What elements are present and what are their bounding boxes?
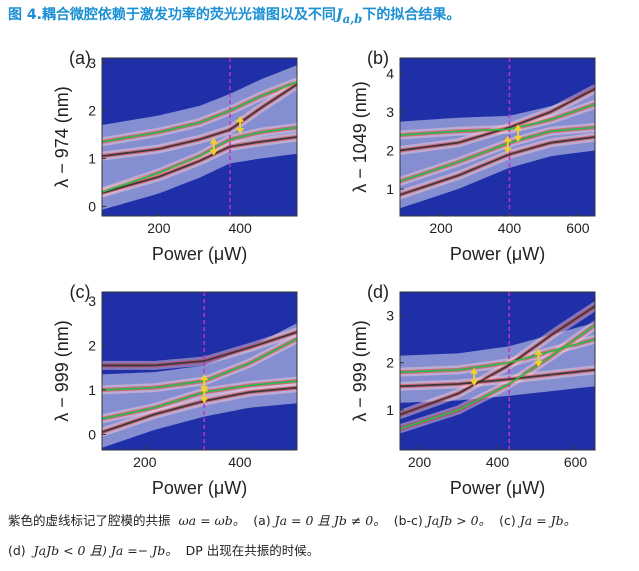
caption-text-1d: (b-c) [393, 513, 423, 528]
caption-math-1: ωa = ωb。 [178, 513, 246, 528]
plot-frame [101, 57, 298, 217]
detuning-marker-icon [514, 124, 523, 143]
caption-math-1e: JaJb > 0。 [426, 513, 492, 528]
caption-math-1g: Ja = Jb。 [519, 513, 577, 528]
plot-area [102, 292, 297, 450]
x-tick-label: 400 [486, 454, 510, 470]
panel-label: (d) [367, 282, 389, 302]
detuning-marker-icon [200, 374, 209, 393]
x-axis-label: Power (μW) [450, 478, 545, 498]
y-tick-label: 3 [386, 308, 394, 324]
x-tick-label: 400 [228, 220, 252, 236]
y-tick-label: 0 [88, 198, 96, 214]
caption-math-2b: JaJb < 0 且) Ja =− Jb。 [33, 543, 178, 558]
y-tick-label: 1 [386, 402, 394, 418]
chart-svg: 200 400 600 1 2 3 Power (μW) λ − 999 (nm) (d) [350, 282, 596, 498]
y-tick-label: 2 [386, 142, 394, 158]
figure-title-math: J [335, 7, 343, 23]
x-tick-label: 600 [566, 220, 590, 236]
panel-c: 200 400 0 1 2 3 Power (μW) λ − 999 (nm) (c) [20, 274, 320, 504]
chart-svg: 200 400 0 1 2 3 Power (μW) λ − 974 (nm) (a) [52, 48, 298, 264]
y-axis-label: λ − 1049 (nm) [350, 81, 370, 193]
y-tick-label: 3 [386, 104, 394, 120]
plot-area [102, 58, 297, 216]
caption-line-1: 紫色的虚线标记了腔模的共振 ωa = ωb。 (a) Ja = 0 且 Jb ≠… [8, 510, 576, 529]
y-tick-label: 2 [386, 355, 394, 371]
fit-curve-dark-lower [102, 386, 297, 434]
caption-text-2a: (d) [8, 543, 26, 558]
plot-frame [101, 291, 298, 451]
x-axis-label: Power (μW) [152, 478, 247, 498]
fit-curve-dark-upper [102, 331, 297, 367]
plot-area [400, 292, 595, 450]
fit-curve-dark-upper [400, 88, 595, 152]
x-axis-label: Power (μW) [152, 244, 247, 264]
y-tick-label: 2 [88, 103, 96, 119]
panel-label: (a) [69, 48, 91, 68]
caption-text-1f: (c) [499, 513, 516, 528]
caption-text-1a: 紫色的虚线标记了腔模的共振 [8, 513, 171, 528]
y-tick-label: 0 [88, 426, 96, 442]
y-axis-label: λ − 999 (nm) [52, 320, 72, 422]
fit-curve-green-lower [400, 126, 595, 183]
x-tick-label: 200 [429, 220, 453, 236]
y-tick-label: 1 [88, 382, 96, 398]
plot-frame [399, 57, 596, 217]
x-tick-label: 200 [408, 454, 432, 470]
plot-area [400, 58, 595, 216]
y-tick-label: 4 [386, 65, 394, 81]
panel-b: 200 400 600 1 2 3 4 Power (μW) λ − 1049 (nm) (b) [318, 40, 618, 270]
panel-label: (b) [367, 48, 389, 68]
detuning-marker-icon [470, 367, 479, 386]
fit-curve-dark-lower [102, 136, 297, 194]
figure-title: 图 4.耦合微腔依赖于激发功率的荧光光谱图以及不同Ja,b下的拟合结果。 [8, 4, 460, 26]
panel-d: 200 400 600 1 2 3 Power (μW) λ − 999 (nm) (d) [318, 274, 618, 504]
x-tick-label: 200 [133, 454, 157, 470]
x-axis-label: Power (μW) [450, 244, 545, 264]
caption-line-2: (d) JaJb < 0 且) Ja =− Jb。 DP 出现在共振的时候。 [8, 540, 319, 559]
caption-math-1c: Ja = 0 且 Jb ≠ 0。 [274, 513, 386, 528]
x-tick-label: 200 [147, 220, 171, 236]
panel-label: (c) [70, 282, 91, 302]
y-tick-label: 1 [88, 151, 96, 167]
fit-curve-dark-lower [400, 136, 595, 196]
caption-text-2c: DP 出现在共振的时候。 [185, 543, 320, 558]
y-tick-label: 3 [88, 55, 96, 71]
fit-curve-green-upper [400, 103, 595, 136]
y-tick-label: 2 [88, 337, 96, 353]
fit-curve-green-lower [102, 380, 297, 420]
chart-svg: 200 400 600 1 2 3 4 Power (μW) λ − 1049 (nm) (b) [350, 48, 596, 264]
figure-title-suffix: 下的拟合结果。 [362, 7, 461, 23]
figure-title-text: 图 4.耦合微腔依赖于激发功率的荧光光谱图以及不同 [8, 7, 336, 23]
figure-title-math-sub: a,b [342, 11, 363, 26]
fit-curve-green-upper [102, 337, 297, 391]
x-tick-label: 400 [228, 454, 252, 470]
y-tick-label: 3 [88, 293, 96, 309]
detuning-marker-icon [534, 349, 543, 368]
y-axis-label: λ − 999 (nm) [350, 320, 370, 422]
fit-curve-dark-lower [400, 368, 595, 388]
y-axis-label: λ − 974 (nm) [52, 86, 72, 188]
chart-svg: 200 400 0 1 2 3 Power (μW) λ − 999 (nm) (c) [52, 282, 298, 498]
x-tick-label: 600 [564, 454, 588, 470]
caption-text-1b: (a) [253, 513, 271, 528]
detuning-marker-icon [236, 116, 245, 135]
detuning-marker-icon [209, 137, 218, 156]
fit-curve-green-upper [102, 81, 297, 143]
fit-curve-green-lower [102, 126, 297, 193]
fit-curve-dark-upper [102, 83, 297, 158]
x-tick-label: 400 [498, 220, 522, 236]
detuning-marker-icon [200, 385, 209, 404]
y-tick-label: 1 [386, 181, 394, 197]
fit-curve-green-lower [400, 324, 595, 430]
panel-a: 200 400 0 1 2 3 Power (μW) λ − 974 (nm) (a) [20, 40, 320, 270]
fit-curve-dark-upper [400, 305, 595, 416]
detuning-marker-icon [503, 135, 512, 154]
